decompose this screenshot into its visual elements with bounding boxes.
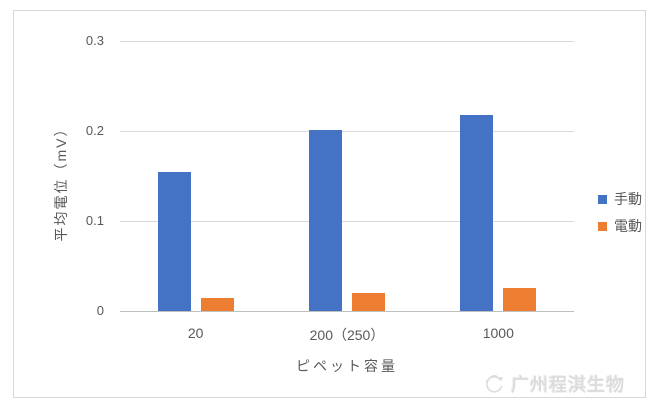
legend-item-手動: 手動 — [598, 192, 642, 206]
gridline — [120, 130, 574, 132]
y-tick-label: 0.2 — [85, 123, 104, 138]
chart-frame: 平均電位（mV） 0 0.1 0.2 0.3 20 200（250） 1000 ピペット容… — [13, 10, 646, 398]
x-category-label: 20 — [187, 325, 204, 341]
x-category-label: 200（250） — [309, 327, 385, 343]
bar-電動-1000 — [503, 288, 537, 311]
watermark: 广州程淇生物 — [481, 371, 625, 397]
watermark-logo-icon — [485, 374, 503, 393]
bar-電動-200（250） — [352, 293, 385, 311]
legend-swatch-icon — [598, 221, 607, 231]
bar-手動-1000 — [460, 115, 494, 311]
x-axis-title: ピペット容量 — [296, 358, 398, 374]
y-tick-label: 0.1 — [85, 213, 104, 228]
bar-手動-200（250） — [309, 130, 342, 311]
legend-item-電動: 電動 — [598, 219, 642, 233]
legend-swatch-icon — [598, 194, 607, 204]
plot-area — [120, 40, 574, 312]
x-category-label: 1000 — [482, 325, 514, 341]
legend-label: 手動 — [614, 191, 642, 207]
y-tick-label: 0.3 — [85, 33, 104, 48]
legend-label: 電動 — [614, 218, 642, 234]
watermark-text: 广州程淇生物 — [511, 375, 625, 395]
bar-電動-20 — [200, 298, 234, 311]
bar-手動-20 — [157, 172, 191, 311]
y-tick-label: 0 — [96, 303, 104, 318]
x-axis-line — [120, 311, 574, 312]
gridline — [120, 40, 574, 42]
legend: 手動 電動 — [598, 192, 642, 246]
gridline — [120, 220, 574, 222]
